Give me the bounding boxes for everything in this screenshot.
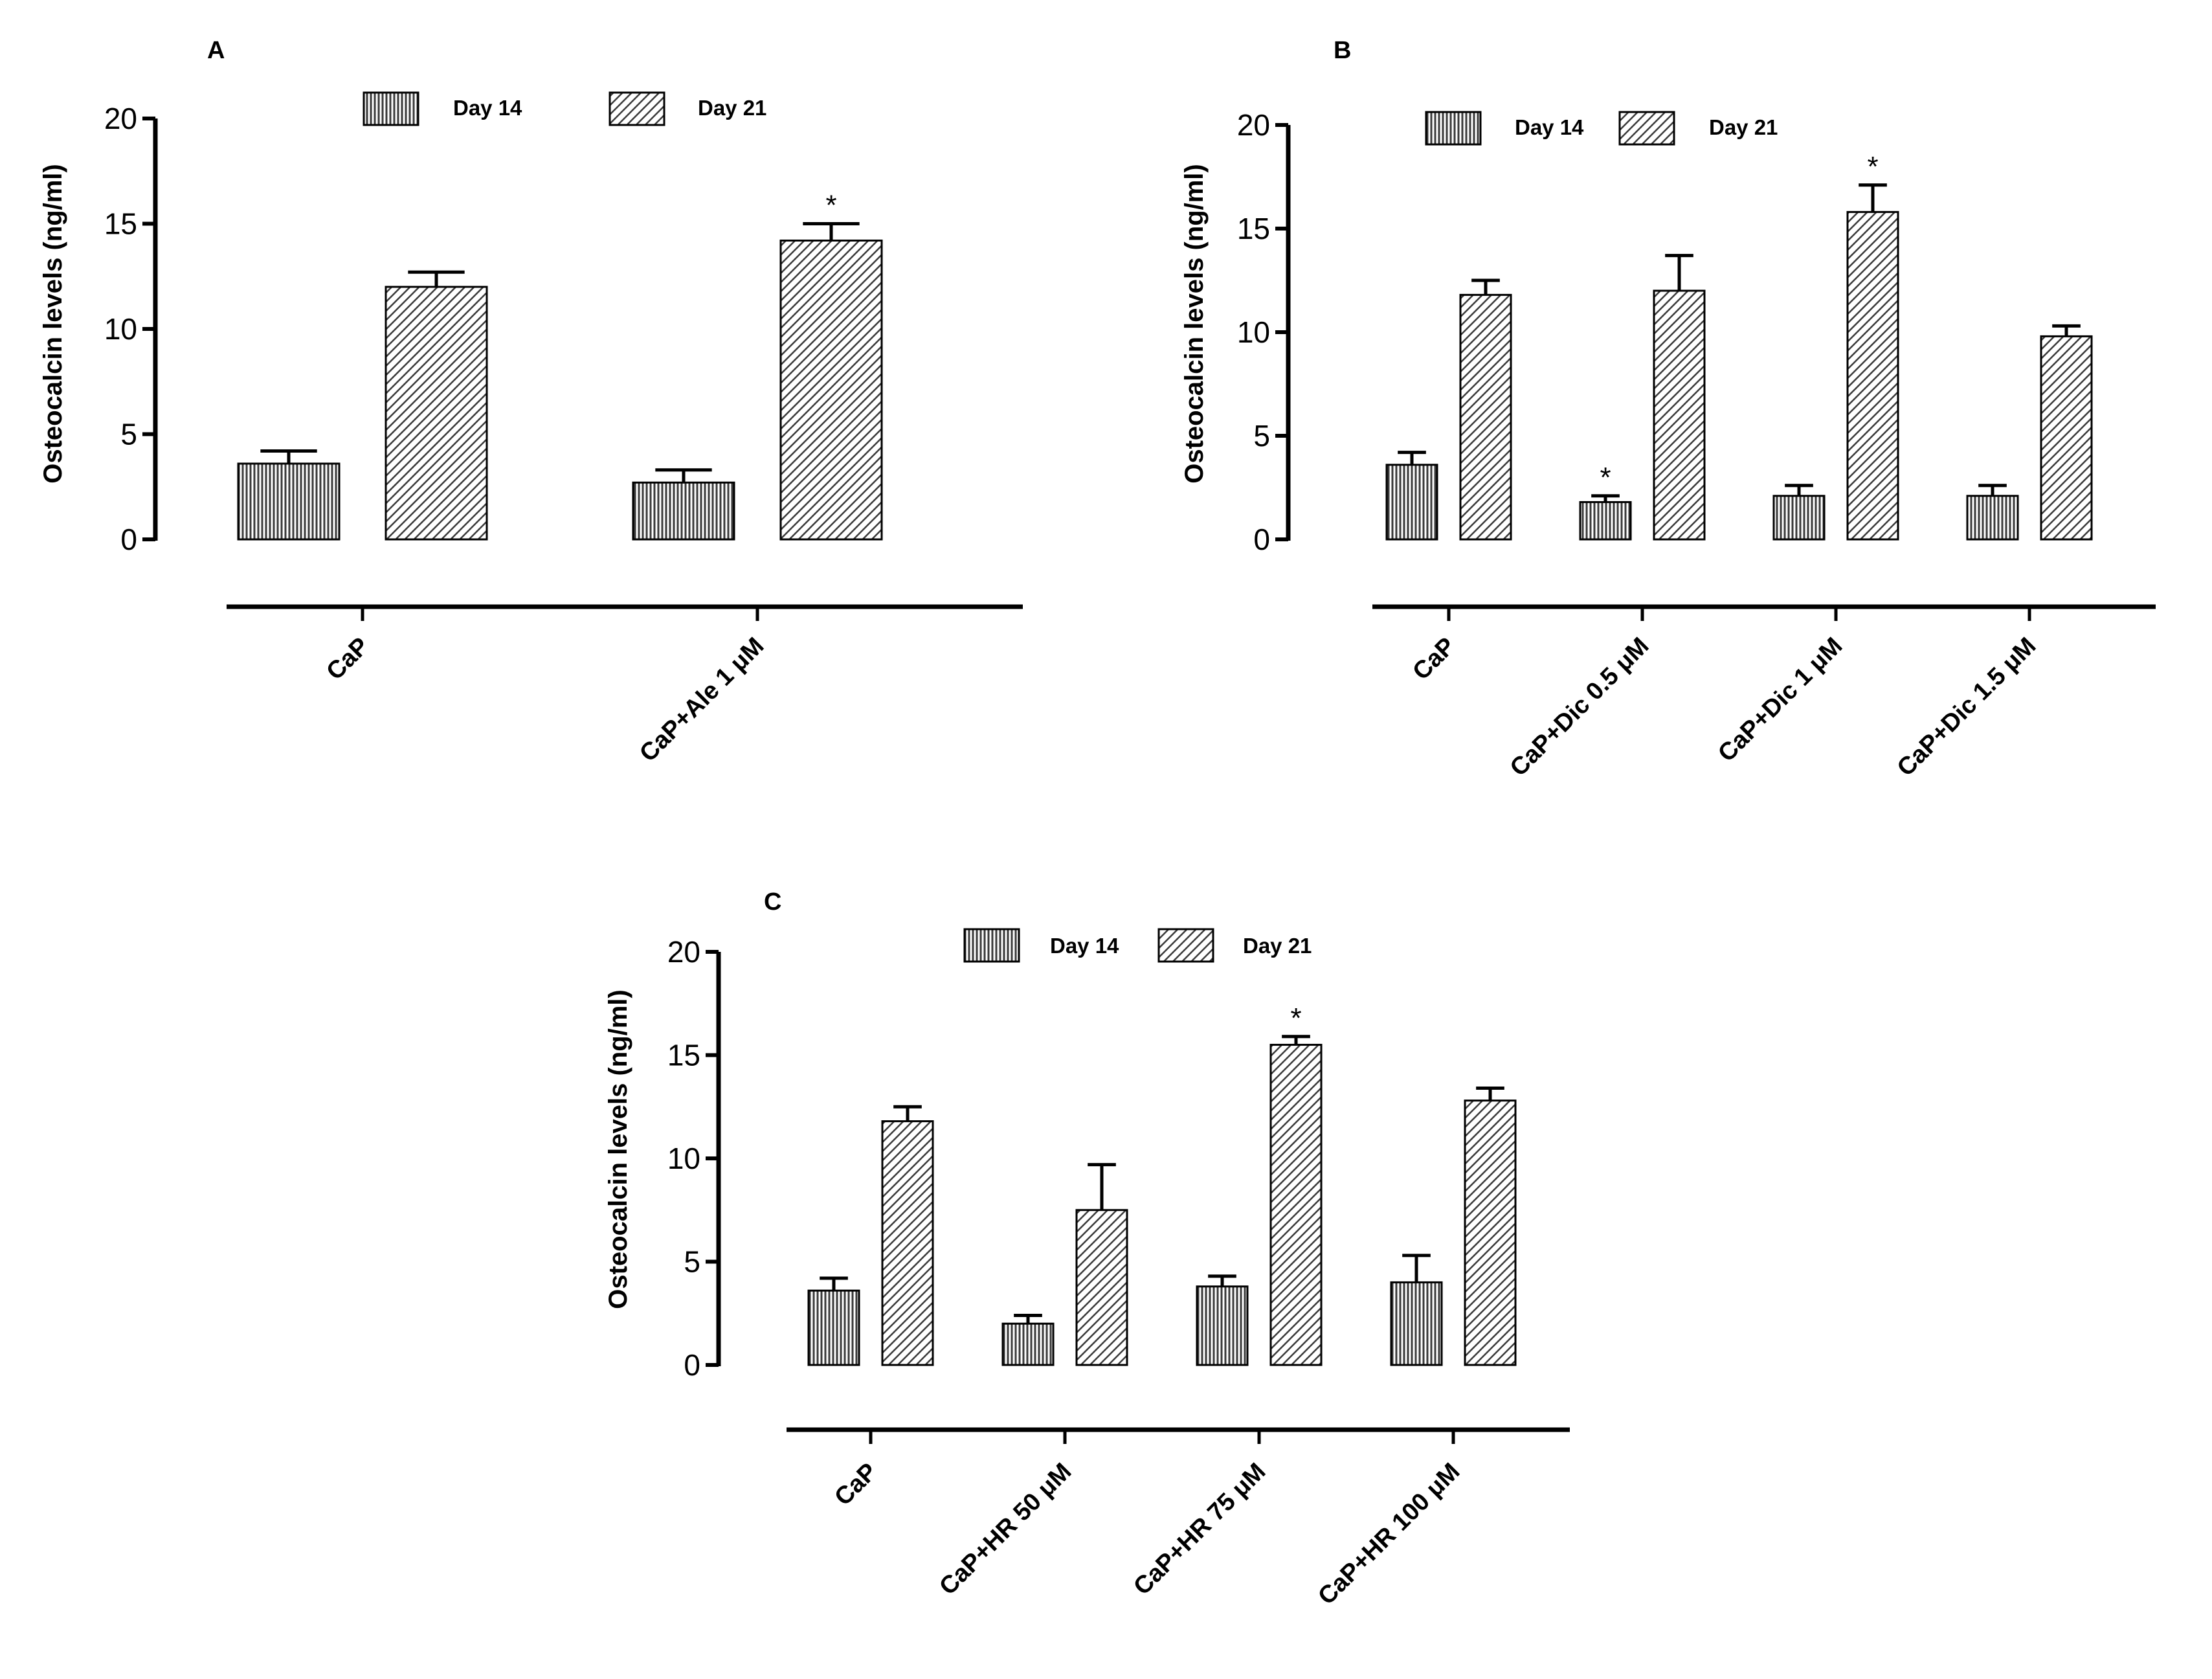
significance-mark: *: [825, 190, 836, 221]
y-axis-title: Osteocalcin levels (ng/ml): [604, 989, 632, 1309]
legend-label-day-21: Day 21: [1709, 115, 1778, 139]
bar-day-14: [1579, 501, 1632, 541]
category-label: CaP+Dic 0.5 μM: [1505, 633, 1655, 782]
bar-day-14: [1390, 1281, 1443, 1366]
bar-day-14: [1385, 464, 1438, 541]
legend-label-day-21: Day 21: [698, 96, 766, 120]
panel-c: C Osteocalcin levels (ng/ml) Day 14 Day …: [604, 888, 1570, 1610]
y-tick-label: 20: [104, 102, 137, 135]
category-label: CaP+Dic 1 μM: [1713, 633, 1848, 767]
bar-day-14: [237, 462, 341, 541]
bar-day-14: [1196, 1285, 1249, 1366]
bar-day-14: [632, 481, 735, 541]
significance-mark: *: [1600, 462, 1611, 493]
y-tick-label: 5: [684, 1245, 700, 1279]
bar-day-21: [1459, 293, 1512, 541]
category-label: CaP+HR 75 μM: [1128, 1458, 1271, 1601]
y-tick-label: 5: [120, 418, 137, 451]
bar-day-14: [807, 1289, 860, 1366]
y-tick-label: 20: [1237, 108, 1270, 142]
bar-day-21: [1846, 210, 1899, 541]
y-axis-title: Osteocalcin levels (ng/ml): [1180, 164, 1209, 484]
y-axis-title: Osteocalcin levels (ng/ml): [39, 164, 67, 484]
y-tick-label: 0: [1253, 523, 1270, 556]
category-label: CaP: [829, 1458, 882, 1511]
panel-letter: C: [764, 888, 781, 916]
legend: Day 14 Day 21: [1425, 111, 1778, 146]
legend: Day 14 Day 21: [963, 928, 1312, 963]
plot-area: 0 5 10 15 20 CaP CaP+HR 50 μM CaP+HR 75 μM * CaP+…: [667, 935, 1570, 1610]
y-tick-label: 0: [120, 523, 137, 556]
y-tick-label: 10: [667, 1142, 700, 1175]
legend-swatch-day-21: [609, 91, 665, 126]
category-label: CaP+HR 100 μM: [1313, 1458, 1465, 1610]
category-label: CaP: [321, 633, 374, 686]
y-tick-label: 5: [1253, 419, 1270, 453]
significance-mark: *: [1290, 1002, 1301, 1034]
bar-day-21: [2040, 335, 2093, 541]
category-label: CaP+Dic 1.5 μM: [1892, 633, 2042, 782]
plot-area: 0 5 10 15 20 CaP CaP+Ale 1 μM *: [104, 102, 1023, 767]
bar-day-21: [385, 286, 488, 541]
legend-swatch-day-14: [363, 91, 419, 126]
legend-swatch-day-21: [1157, 928, 1214, 963]
legend-swatch-day-14: [963, 928, 1020, 963]
plot-area: 0 5 10 15 20 CaP CaP+Dic 0.5 μM * CaP+Dic 1 μM * C…: [1237, 108, 2156, 782]
legend-label-day-14: Day 14: [453, 96, 522, 120]
bar-day-21: [881, 1120, 934, 1366]
category-label: CaP: [1407, 633, 1460, 686]
panel-letter: A: [207, 37, 225, 64]
legend-label-day-14: Day 14: [1515, 115, 1584, 139]
legend-swatch-day-21: [1618, 111, 1675, 146]
y-tick-label: 15: [667, 1039, 700, 1072]
y-tick-label: 15: [1237, 212, 1270, 245]
y-tick-label: 10: [1237, 315, 1270, 349]
panel-a: A Osteocalcin levels (ng/ml) Day 14 Day …: [39, 37, 1023, 767]
legend-label-day-21: Day 21: [1243, 934, 1312, 958]
bar-day-21: [1269, 1044, 1323, 1366]
bar-day-21: [1075, 1209, 1128, 1366]
legend-label-day-14: Day 14: [1050, 934, 1119, 958]
y-tick-label: 15: [104, 207, 137, 241]
category-label: CaP+HR 50 μM: [934, 1458, 1077, 1601]
significance-mark: *: [1867, 151, 1878, 183]
bar-day-21: [779, 240, 883, 541]
bar-day-14: [1001, 1322, 1055, 1366]
y-tick-label: 10: [104, 312, 137, 346]
panel-b: B Osteocalcin levels (ng/ml) Day 14 Day …: [1180, 37, 2156, 782]
bar-day-21: [1464, 1099, 1517, 1366]
bar-day-14: [1772, 495, 1826, 541]
legend: Day 14 Day 21: [363, 91, 766, 126]
panel-letter: B: [1334, 37, 1351, 64]
bar-day-21: [1653, 289, 1706, 541]
y-tick-label: 0: [684, 1348, 700, 1382]
legend-swatch-day-14: [1425, 111, 1482, 146]
category-label: CaP+Ale 1 μM: [634, 633, 769, 767]
bar-day-14: [1966, 495, 2019, 541]
y-tick-label: 20: [667, 935, 700, 969]
